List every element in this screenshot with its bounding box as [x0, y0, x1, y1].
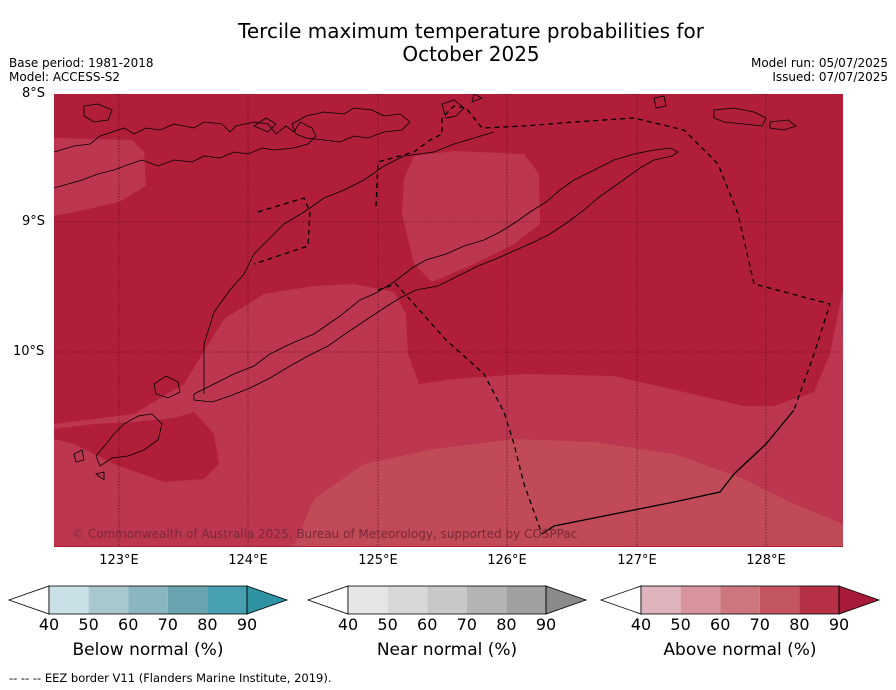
colorbar-below-segment	[167, 586, 208, 614]
issued-text: Issued: 07/07/2025	[772, 70, 888, 84]
colorbar-label-near: Near normal (%)	[376, 640, 518, 660]
colorbar-above-segment	[799, 586, 839, 614]
colorbar-below-segment	[88, 586, 129, 614]
colorbar-below-outline	[48, 585, 248, 615]
colorbar-below-segment	[128, 586, 168, 614]
colorbar-near-tick: 40	[337, 615, 359, 634]
lon-label-125e: 125°E	[358, 553, 398, 568]
colorbars	[7, 585, 881, 615]
colorbar-near-tick: 60	[417, 615, 438, 634]
lon-label-124e: 124°E	[228, 553, 268, 568]
colorbar-above-outline	[640, 585, 840, 615]
colorbar-near-tick: 90	[535, 615, 557, 634]
patch-south-70	[294, 439, 843, 546]
colorbar-below	[7, 585, 289, 615]
colorbar-above-segment	[680, 586, 721, 614]
base-period-text: Base period: 1981-2018	[9, 56, 154, 70]
meta-right: Model run: 05/07/2025 Issued: 07/07/2025	[751, 56, 888, 84]
lat-label-8s: 8°S	[22, 86, 46, 101]
colorbar-below-tick: 90	[236, 615, 258, 634]
colorbar-near	[306, 585, 588, 615]
colorbar-below-tick: 70	[157, 615, 178, 634]
colorbar-near-outline	[347, 585, 547, 615]
colorbar-above-segment	[641, 586, 681, 614]
lon-label-123e: 123°E	[99, 553, 139, 568]
colorbar-near-segment	[348, 586, 388, 614]
footer-note: -- -- -- EEZ border V11 (Flanders Marine…	[9, 671, 332, 685]
map-title: Tercile maximum temperature probabilitie…	[0, 20, 896, 66]
lon-label-126e: 126°E	[487, 553, 527, 568]
colorbar-below-tick: 60	[118, 615, 139, 634]
colorbar-above-extend-low	[599, 585, 642, 615]
colorbar-near-segment	[506, 586, 546, 614]
model-text: Model: ACCESS-S2	[9, 70, 121, 84]
colorbar-below-tick: 80	[197, 615, 218, 634]
colorbar-above-tick: 80	[789, 615, 810, 634]
patch-timor	[402, 151, 540, 282]
patch-nw	[54, 138, 146, 216]
colorbar-below-segment	[49, 586, 89, 614]
meta-left: Base period: 1981-2018 Model: ACCESS-S2	[9, 56, 154, 84]
title-line-1: Tercile maximum temperature probabilitie…	[238, 19, 704, 43]
title-line-2: October 2025	[402, 42, 540, 66]
colorbar-above	[599, 585, 881, 615]
colorbar-near-extend-low	[306, 585, 349, 615]
colorbar-above-tick: 70	[749, 615, 770, 634]
colorbar-near-tick: 80	[496, 615, 517, 634]
eez-border	[253, 105, 831, 535]
colorbar-near-tick: 70	[456, 615, 477, 634]
colorbar-near-tick: 50	[377, 615, 398, 634]
colorbar-label-below: Below normal (%)	[72, 640, 224, 660]
colorbar-above-extend-high	[838, 585, 881, 615]
copyright-text: © Commonwealth of Australia 2025, Bureau…	[72, 527, 577, 541]
lon-label-127e: 127°E	[617, 553, 657, 568]
coastlines	[54, 94, 797, 481]
colorbar-below-segment	[207, 586, 247, 614]
colorbar-near-segment	[387, 586, 428, 614]
colorbar-above-segment	[720, 586, 760, 614]
colorbar-below-extend-high	[246, 585, 289, 615]
probability-map: © Commonwealth of Australia 2025, Bureau…	[54, 94, 843, 547]
colorbar-above-tick: 90	[828, 615, 850, 634]
colorbar-below-tick: 40	[38, 615, 60, 634]
colorbar-above-segment	[759, 586, 800, 614]
colorbar-near-extend-high	[545, 585, 588, 615]
colorbar-above-tick: 40	[630, 615, 652, 634]
colorbar-label-above: Above normal (%)	[663, 640, 817, 660]
lat-label-10s: 10°S	[13, 344, 45, 359]
colorbar-near-segment	[466, 586, 507, 614]
colorbar-above-tick: 50	[670, 615, 691, 634]
patch-sw-90	[54, 412, 219, 482]
colorbar-below-tick: 50	[78, 615, 99, 634]
lat-label-9s: 9°S	[22, 214, 46, 229]
colorbar-below-extend-low	[7, 585, 50, 615]
model-run-text: Model run: 05/07/2025	[750, 56, 888, 70]
lon-label-128e: 128°E	[746, 553, 786, 568]
colorbar-above-tick: 60	[710, 615, 731, 634]
colorbar-near-segment	[427, 586, 467, 614]
